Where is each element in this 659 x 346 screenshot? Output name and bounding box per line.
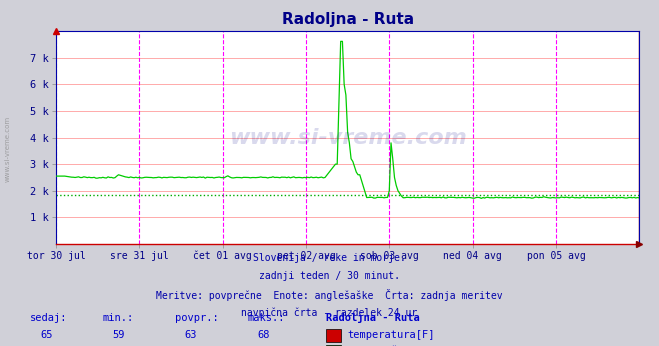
Text: navpična črta - razdelek 24 ur: navpična črta - razdelek 24 ur: [241, 307, 418, 318]
Text: 68: 68: [258, 330, 270, 340]
Title: Radoljna - Ruta: Radoljna - Ruta: [281, 12, 414, 27]
Text: temperatura[F]: temperatura[F]: [347, 330, 435, 340]
Text: www.si-vreme.com: www.si-vreme.com: [229, 128, 467, 147]
Text: sedaj:: sedaj:: [30, 313, 67, 323]
Text: Slovenija / reke in morje.: Slovenija / reke in morje.: [253, 253, 406, 263]
Text: maks.:: maks.:: [247, 313, 285, 323]
Text: Radoljna - Ruta: Radoljna - Ruta: [326, 312, 420, 323]
Text: 59: 59: [113, 330, 125, 340]
Text: zadnji teden / 30 minut.: zadnji teden / 30 minut.: [259, 271, 400, 281]
Text: Meritve: povprečne  Enote: anglešaške  Črta: zadnja meritev: Meritve: povprečne Enote: anglešaške Črt…: [156, 289, 503, 301]
Text: povpr.:: povpr.:: [175, 313, 218, 323]
Text: 65: 65: [40, 330, 52, 340]
Text: 63: 63: [185, 330, 197, 340]
Text: min.:: min.:: [102, 313, 133, 323]
Text: www.si-vreme.com: www.si-vreme.com: [5, 116, 11, 182]
